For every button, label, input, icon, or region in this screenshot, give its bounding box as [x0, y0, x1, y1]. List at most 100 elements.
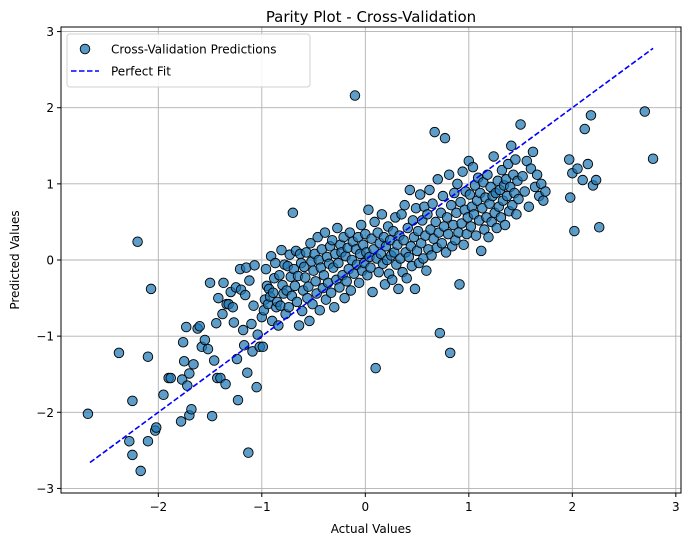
- scatter-point: [585, 110, 597, 121]
- scatter-point: [396, 209, 407, 220]
- scatter-point: [582, 158, 594, 170]
- scatter-point: [237, 324, 249, 336]
- y-tick-label: −3: [36, 482, 54, 496]
- y-tick-label: −2: [36, 406, 54, 420]
- scatter-point: [349, 90, 361, 101]
- scatter-point: [639, 106, 651, 117]
- axis-ticks: −2 −1 0 1 2 3 −3 −2 −1 0 1 2 3: [36, 25, 679, 514]
- legend-box: [66, 33, 311, 88]
- scatter-point: [363, 204, 374, 215]
- x-tick-label: −1: [253, 500, 271, 514]
- scatter-point: [249, 260, 260, 271]
- x-tick-label: 1: [465, 500, 473, 514]
- scatter-point: [204, 277, 216, 289]
- scatter-point: [150, 422, 162, 433]
- scatter-point: [243, 447, 254, 458]
- scatter-point: [401, 273, 412, 284]
- scatter-point: [303, 281, 314, 292]
- scatter-point: [496, 164, 508, 176]
- scatter-point: [511, 209, 522, 220]
- scatter-point: [270, 257, 281, 269]
- scatter-point: [178, 356, 190, 367]
- scatter-point: [248, 300, 259, 311]
- scatter-point: [165, 372, 176, 384]
- scatter-point: [366, 233, 377, 244]
- scatter-point: [252, 329, 263, 340]
- x-axis-label: Actual Values: [331, 522, 412, 536]
- scatter-point: [407, 215, 419, 226]
- scatter-point: [593, 222, 605, 233]
- scatter-point: [206, 410, 218, 422]
- scatter-point: [339, 292, 350, 304]
- scatter-point: [414, 189, 426, 200]
- scatter-point: [218, 277, 229, 289]
- scatter-point: [563, 154, 575, 165]
- legend-label-perfect-fit: Perfect Fit: [111, 65, 171, 79]
- y-tick-label: −1: [36, 330, 54, 344]
- scatter-point: [577, 174, 588, 186]
- scatter-point: [298, 261, 310, 273]
- scatter-point: [293, 320, 305, 331]
- y-tick-label: 1: [46, 177, 54, 191]
- scatter-point: [332, 222, 343, 234]
- scatter-point: [257, 341, 269, 353]
- scatter-point: [273, 320, 284, 331]
- scatter-point: [517, 170, 528, 182]
- scatter-point: [300, 272, 311, 283]
- scatter-point: [454, 279, 465, 290]
- scatter-point: [345, 285, 357, 296]
- y-tick-label: 2: [46, 101, 54, 115]
- scatter-point: [370, 362, 381, 374]
- scatter-point: [456, 218, 467, 229]
- scatter-point: [239, 289, 251, 301]
- scatter-point: [513, 193, 524, 205]
- scatter-point: [519, 186, 530, 197]
- scatter-point: [427, 198, 438, 209]
- scatter-point: [409, 283, 421, 295]
- scatter-point: [334, 282, 345, 293]
- scatter-point: [180, 321, 192, 333]
- legend: Cross-Validation Predictions Perfect Fit: [66, 33, 311, 88]
- x-tick-label: 3: [672, 500, 680, 514]
- scatter-point: [569, 225, 580, 237]
- y-axis-label: Predicted Values: [8, 210, 22, 309]
- scatter-point: [113, 347, 125, 359]
- scatter-point: [344, 227, 356, 238]
- scatter-point: [430, 216, 441, 228]
- scatter-point: [482, 169, 493, 180]
- scatter-point: [246, 318, 257, 330]
- scatter-point: [127, 449, 138, 461]
- chart-title: Parity Plot - Cross-Validation: [266, 8, 476, 26]
- scatter-point: [515, 119, 526, 130]
- scatter-point: [158, 389, 169, 401]
- scatter-point: [194, 320, 205, 332]
- scatter-point: [175, 416, 187, 427]
- scatter-point: [276, 244, 287, 256]
- scatter-point: [232, 394, 244, 406]
- scatter-point: [429, 126, 440, 138]
- y-tick-label: 0: [46, 254, 54, 268]
- legend-marker-icon: [79, 43, 91, 55]
- scatter-point: [353, 277, 365, 289]
- scatter-point: [213, 292, 224, 304]
- scatter-point: [145, 283, 157, 295]
- scatter-point: [452, 178, 463, 190]
- scatter-point: [341, 276, 352, 287]
- scatter-point: [291, 296, 303, 308]
- scatter-point: [333, 257, 344, 269]
- x-tick-label: −2: [149, 500, 167, 514]
- scatter-point: [464, 189, 476, 200]
- scatter-point: [531, 169, 543, 180]
- scatter-point: [186, 403, 197, 415]
- legend-label-predictions: Cross-Validation Predictions: [111, 43, 276, 57]
- scatter-point: [436, 237, 448, 249]
- scatter-point: [244, 275, 255, 286]
- scatter-point: [538, 195, 549, 206]
- scatter-point: [305, 237, 316, 249]
- scatter-point: [227, 301, 239, 313]
- scatter-point: [507, 199, 518, 211]
- scatter-point: [564, 192, 576, 203]
- scatter-point: [647, 153, 659, 164]
- scatter-point: [132, 236, 143, 247]
- scatter-point: [525, 163, 537, 174]
